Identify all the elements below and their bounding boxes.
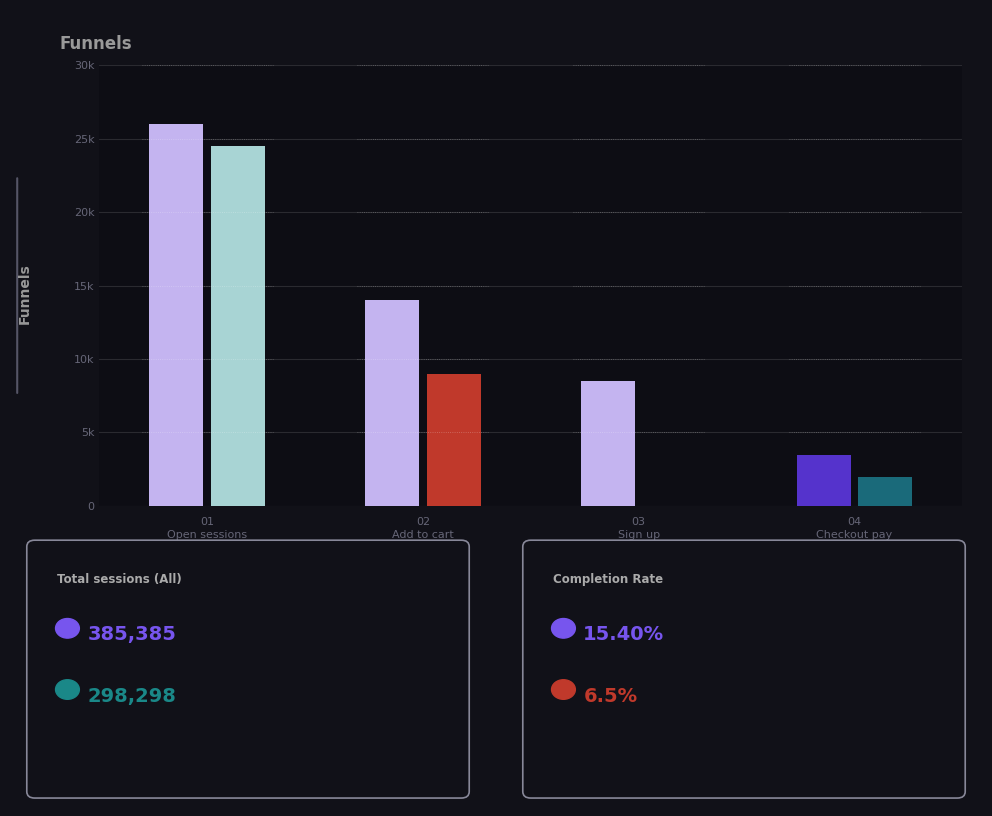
Bar	[427, 374, 481, 506]
Text: Completion Rate: Completion Rate	[553, 574, 663, 587]
Bar	[858, 477, 913, 506]
Bar	[580, 381, 635, 506]
Text: Funnels: Funnels	[60, 35, 132, 53]
Text: 15.40%: 15.40%	[583, 625, 665, 645]
Bar	[149, 124, 203, 506]
Bar	[797, 455, 850, 506]
Bar	[211, 146, 265, 506]
Text: Total sessions (All): Total sessions (All)	[57, 574, 182, 587]
Bar	[365, 300, 419, 506]
Text: Funnels: Funnels	[18, 264, 32, 324]
Text: 298,298: 298,298	[87, 686, 177, 706]
Text: 6.5%: 6.5%	[583, 686, 638, 706]
Text: 385,385: 385,385	[87, 625, 177, 645]
